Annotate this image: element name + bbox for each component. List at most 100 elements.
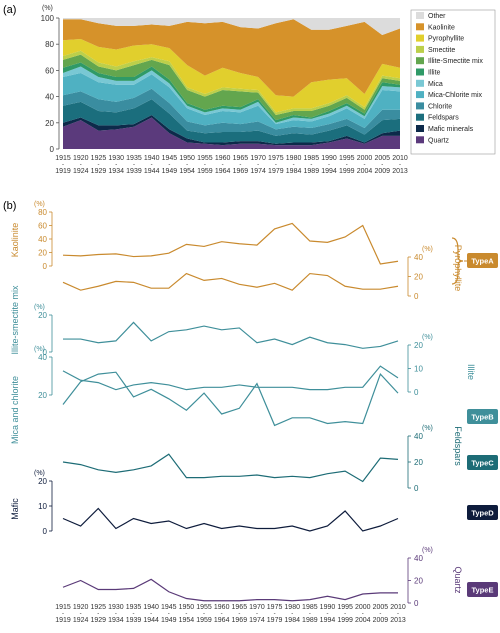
b-x-tick-bottom: 1989 [302, 617, 318, 624]
a-x-tick-bottom: 1974 [250, 168, 266, 175]
badge-label: TypeD [471, 509, 494, 518]
panel-label-a: (a) [3, 4, 16, 16]
a-x-tick-top: 1925 [91, 155, 107, 162]
a-x-tick-top: 1990 [321, 155, 337, 162]
legend-swatch [416, 102, 424, 110]
b-x-tick-top: 2010 [390, 604, 406, 611]
a-x-tick-top: 1965 [233, 155, 249, 162]
a-x-tick-bottom: 1924 [73, 168, 89, 175]
area-quartz [63, 117, 400, 149]
badge-typed: TypeD [467, 505, 498, 520]
b-x-tick-top: 1995 [337, 604, 353, 611]
b-x-tick-dash: - [221, 611, 223, 617]
b-x-tick-dash: - [115, 611, 117, 617]
b-x-tick-top: 1915 [55, 604, 71, 611]
legend-label: Quartz [428, 137, 450, 144]
a-x-tick-top: 1950 [179, 155, 195, 162]
a-x-tick-dash: - [275, 162, 277, 168]
type-a-bracket [451, 237, 464, 285]
a-x-tick-dash: - [364, 162, 366, 168]
line-panel-mica-and-chlorite: 20 40(%) Mica and chlorite [10, 346, 399, 444]
legend-label: Pyrophyllite [428, 36, 464, 43]
y-unit-feldspars: (%) [422, 425, 433, 432]
y-tick-label-quartz: 20 [414, 577, 423, 586]
b-x-tick-top: 1985 [302, 604, 318, 611]
y-tick-label-feldspars: 40 [414, 432, 423, 441]
series-label-illite-smectite-mix: Illite-smectite mix [10, 285, 20, 355]
a-x-tick-dash: - [399, 162, 401, 168]
legend-label: Smectite [428, 47, 455, 54]
a-x-tick-dash: - [115, 162, 117, 168]
b-x-tick-bottom: 1944 [143, 617, 159, 624]
badge-box [467, 505, 498, 520]
y-tick-label-kaolinite: 60 [38, 222, 47, 231]
a-x-tick-top: 1945 [162, 155, 178, 162]
series-line-feldspars [62, 453, 399, 483]
a-x-tick-dash: - [133, 162, 135, 168]
series-line-mafic [62, 507, 399, 532]
b-x-tick-dash: - [291, 611, 293, 617]
series-label-kaolinite: Kaolinite [10, 223, 20, 258]
y-tick-label-kaolinite: 20 [38, 249, 47, 258]
b-x-tick-dash: - [309, 611, 311, 617]
b-x-tick-top: 1960 [214, 604, 230, 611]
b-x-tick-top: 1980 [284, 604, 300, 611]
a-x-tick-bottom: 1949 [162, 168, 178, 175]
line-panel-mafic: 0 10 20(%) Mafic [10, 470, 399, 536]
a-x-tick-top: 1935 [126, 155, 142, 162]
a-x-tick-bottom: 2009 [374, 168, 390, 175]
badge-typea: TypeA [467, 253, 498, 268]
b-x-tick-dash: - [274, 611, 276, 617]
a-x-tick-dash: - [204, 162, 206, 168]
legend-label: Kaolinite [428, 24, 455, 31]
y-unit-kaolinite: (%) [34, 201, 45, 208]
series-line-illite-smectite-mix [63, 321, 399, 349]
a-x-tick-bottom: 1934 [108, 168, 124, 175]
b-x-tick-bottom: 1959 [196, 617, 212, 624]
b-x-tick-bottom: 1994 [320, 617, 336, 624]
b-x-tick-dash: - [185, 611, 187, 617]
badge-label: TypeB [471, 413, 494, 422]
legend-swatch [416, 68, 424, 76]
y-tick-label-mafic: 10 [38, 502, 47, 511]
a-x-tick-dash: - [62, 162, 64, 168]
b-x-tick-bottom: 2009 [373, 617, 389, 624]
b-x-tick-bottom: 1929 [90, 617, 106, 624]
badge-typec: TypeC [467, 455, 498, 470]
legend-swatch [416, 12, 424, 19]
y-tick-label-mica-and-chlorite: 40 [38, 353, 47, 362]
a-x-tick-top: 2000 [357, 155, 373, 162]
y-tick-label-pyrophyllite: 20 [414, 273, 423, 282]
a-x-tick-bottom: 1929 [91, 168, 107, 175]
series-line-illite [62, 365, 399, 391]
legend-swatch [416, 91, 424, 99]
legend-swatch [416, 34, 424, 42]
y-tick-label-pyrophyllite: 0 [414, 292, 419, 301]
line-panel-illite: 0 10 20(%) Illite [62, 334, 476, 397]
series-line-pyrophyllite [62, 272, 399, 291]
b-x-tick-top: 1955 [196, 604, 212, 611]
y-tick-label-illite-smectite-mix: 20 [38, 311, 47, 320]
b-x-tick-bottom: 2013 [390, 617, 406, 624]
b-x-tick-bottom: 1949 [161, 617, 177, 624]
b-x-tick-top: 1970 [249, 604, 265, 611]
a-x-tick-dash: - [151, 162, 153, 168]
b-x-tick-top: 1945 [161, 604, 177, 611]
stacked-area-chart [63, 18, 400, 149]
a-x-tick-top: 1915 [55, 155, 71, 162]
a-x-tick-top: 1960 [215, 155, 231, 162]
badge-box [467, 253, 498, 268]
a-x-tick-bottom: 2004 [357, 168, 373, 175]
a-x-tick-top: 2005 [374, 155, 390, 162]
y-tick-label-feldspars: 20 [414, 458, 423, 467]
legend-swatch [416, 113, 424, 121]
a-x-tick-dash: - [293, 162, 295, 168]
b-x-tick-bottom: 1919 [55, 617, 71, 624]
a-x-tick-dash: - [97, 162, 99, 168]
a-x-tick-dash: - [257, 162, 259, 168]
series-label-mica-and-chlorite: Mica and chlorite [10, 376, 20, 444]
b-x-tick-bottom: 1999 [337, 617, 353, 624]
badge-box [467, 455, 498, 470]
b-x-tick-dash: - [362, 611, 364, 617]
